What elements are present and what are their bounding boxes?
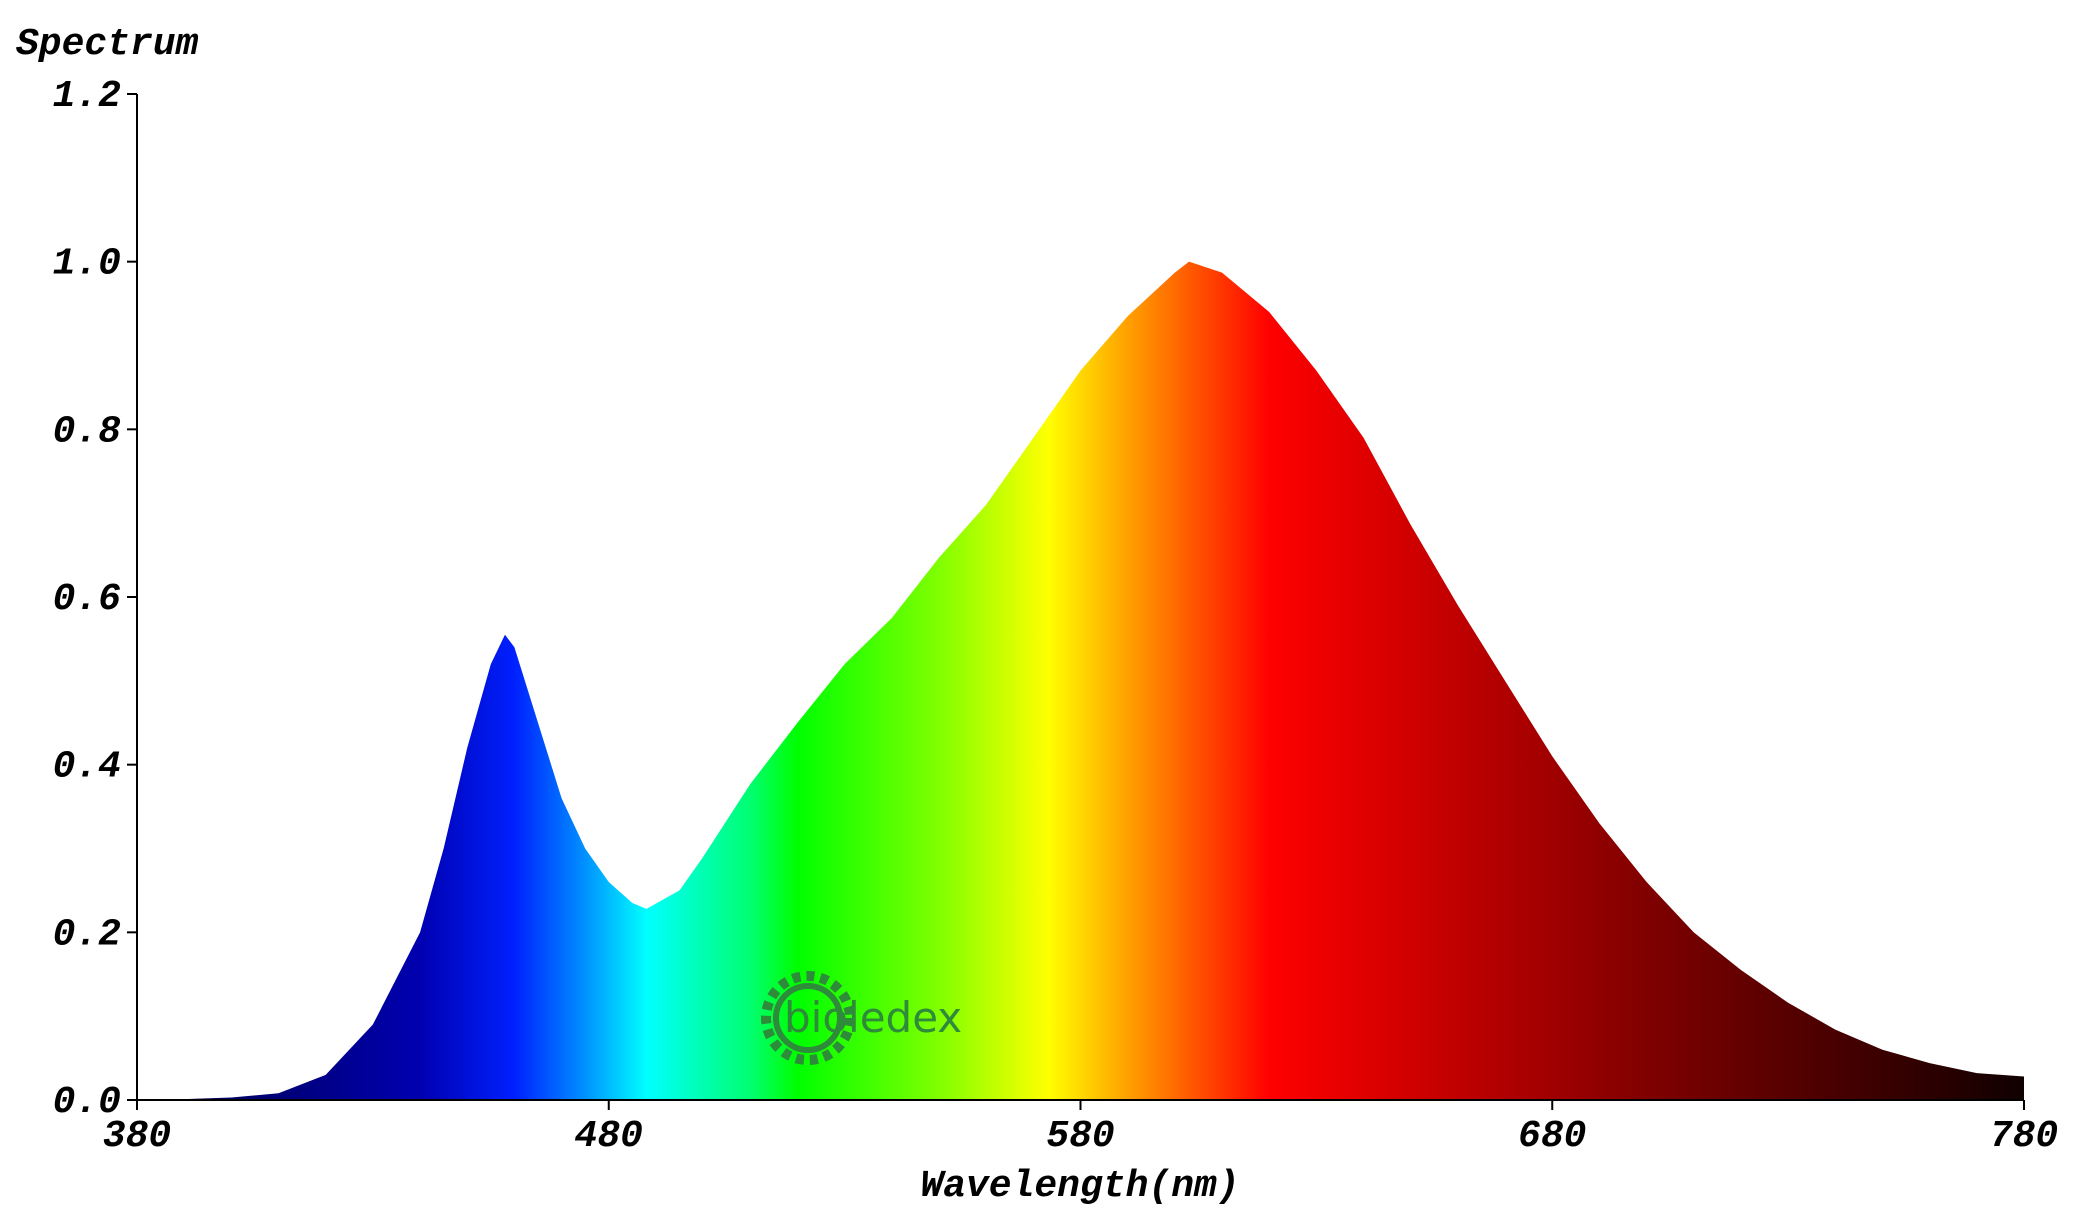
logo-text: bioledex <box>784 993 962 1042</box>
x-tick-label: 680 <box>1518 1115 1586 1158</box>
y-tick-label: 0.6 <box>53 578 121 621</box>
y-tick-label: 0.4 <box>53 746 121 789</box>
chart-title: Spectrum <box>16 23 199 66</box>
y-tick-label: 0.0 <box>53 1081 121 1124</box>
y-tick-label: 1.0 <box>53 243 121 286</box>
x-tick-label: 480 <box>575 1115 643 1158</box>
y-tick-label: 0.2 <box>53 913 121 956</box>
x-tick-label: 380 <box>103 1115 171 1158</box>
spectrum-area <box>137 261 2024 1101</box>
y-tick-label: 1.2 <box>53 75 121 118</box>
x-axis-title: Wavelength(nm) <box>920 1165 1239 1208</box>
logo-gear <box>761 971 855 1065</box>
x-tick-label: 580 <box>1046 1115 1114 1158</box>
y-tick-label: 0.8 <box>53 410 121 453</box>
plot-area: 0.0 0.2 0.4 0.6 0.8 1.0 1.2 380 480 580 680 780 <box>53 75 2059 1158</box>
logo-ring <box>773 983 843 1053</box>
x-tick-label: 780 <box>1990 1115 2058 1158</box>
watermark-logo: bioledex <box>761 971 962 1065</box>
